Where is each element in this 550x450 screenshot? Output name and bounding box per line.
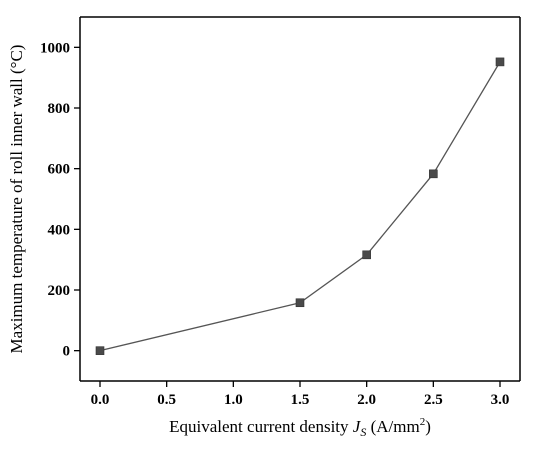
x-axis-title-subscript: S	[360, 425, 366, 439]
x-axis-title-unit: (A/mm	[366, 417, 419, 436]
x-axis-title: Equivalent current density JS (A/mm2)	[169, 416, 431, 439]
x-ticks: 0.0 0.5 1.0 1.5 2.0 2.5 3.0	[91, 381, 510, 408]
data-point-marker	[495, 57, 505, 67]
y-tick-label: 200	[48, 283, 71, 299]
x-tick-label: 1.5	[291, 392, 310, 408]
x-tick-label: 2.5	[424, 392, 443, 408]
x-tick-label: 1.0	[224, 392, 243, 408]
data-point-marker	[362, 250, 371, 260]
series-group	[95, 57, 505, 355]
x-axis-title-unit-close: )	[425, 417, 431, 436]
x-tick-label: 0.0	[91, 392, 110, 408]
y-tick-label: 400	[48, 222, 71, 238]
x-axis-title-symbol: J	[353, 417, 362, 436]
data-point-marker	[95, 346, 105, 355]
x-axis-title-prefix: Equivalent current density	[169, 417, 353, 436]
y-tick-label: 800	[48, 101, 71, 117]
data-point-marker	[429, 169, 438, 179]
data-point-marker	[295, 298, 305, 308]
x-axis-title-superscript: 2	[420, 416, 426, 428]
y-tick-label: 0	[63, 344, 71, 360]
y-ticks: 0 200 400 600 800 1000	[40, 40, 80, 360]
y-tick-label: 600	[48, 162, 71, 178]
y-tick-label: 1000	[40, 40, 70, 56]
y-axis-title: Maximum temperature of roll inner wall (…	[7, 45, 26, 354]
plot-frame	[79, 16, 521, 382]
series-line	[99, 61, 501, 352]
x-tick-label: 0.5	[157, 392, 176, 408]
x-tick-label: 2.0	[357, 392, 376, 408]
x-tick-label: 3.0	[491, 392, 510, 408]
